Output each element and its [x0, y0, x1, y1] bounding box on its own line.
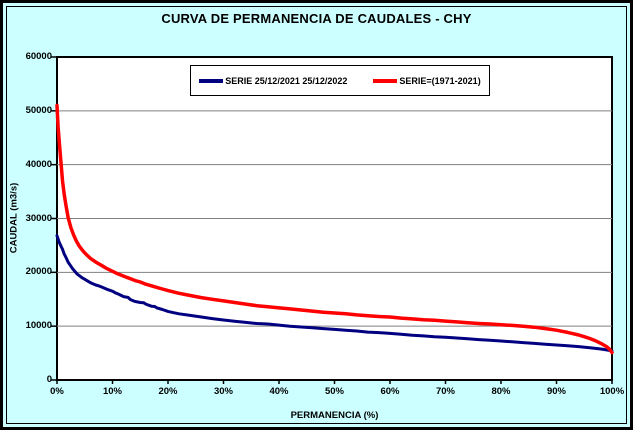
series-line-0 — [55, 234, 614, 353]
x-tick-label: 80% — [491, 386, 511, 397]
x-tick-label: 40% — [269, 386, 289, 397]
legend-label-red: SERIE=(1971-2021) — [399, 75, 481, 86]
legend-item-serie-1971-2021: SERIE=(1971-2021) — [373, 75, 481, 86]
legend-label-blue: SERIE 25/12/2021 25/12/2022 — [225, 75, 348, 86]
y-tick-label: 0 — [46, 374, 52, 385]
y-tick-label: 20000 — [25, 266, 52, 278]
y-tick-label: 30000 — [25, 212, 52, 224]
y-tick-label: 40000 — [25, 158, 52, 170]
y-tick-label: 50000 — [25, 104, 52, 116]
legend: SERIE 25/12/2021 25/12/2022 SERIE=(1971-… — [190, 65, 490, 96]
y-tick-label: 10000 — [25, 320, 52, 332]
x-tick-label: 60% — [380, 386, 400, 397]
x-tick-label: 30% — [213, 386, 233, 397]
x-tick-label: 10% — [102, 386, 122, 397]
x-tick-label: 90% — [546, 386, 566, 397]
x-tick-label: 20% — [158, 386, 178, 397]
x-tick-label: 100% — [599, 386, 625, 397]
y-tick-label: 60000 — [25, 51, 52, 62]
x-axis-title: PERMANENCIA (%) — [290, 410, 379, 421]
red-line-swatch — [373, 78, 398, 83]
legend-item-serie-2021-2022: SERIE 25/12/2021 25/12/2022 — [199, 76, 347, 86]
chart-title: CURVA DE PERMANENCIA DE CAUDALES - CHY — [161, 11, 472, 26]
x-tick-label: 50% — [324, 386, 344, 397]
series-line-1 — [55, 103, 614, 355]
x-tick-label: 70% — [435, 386, 455, 397]
blue-line-swatch — [199, 78, 224, 83]
x-tick-label: 0% — [50, 386, 64, 397]
